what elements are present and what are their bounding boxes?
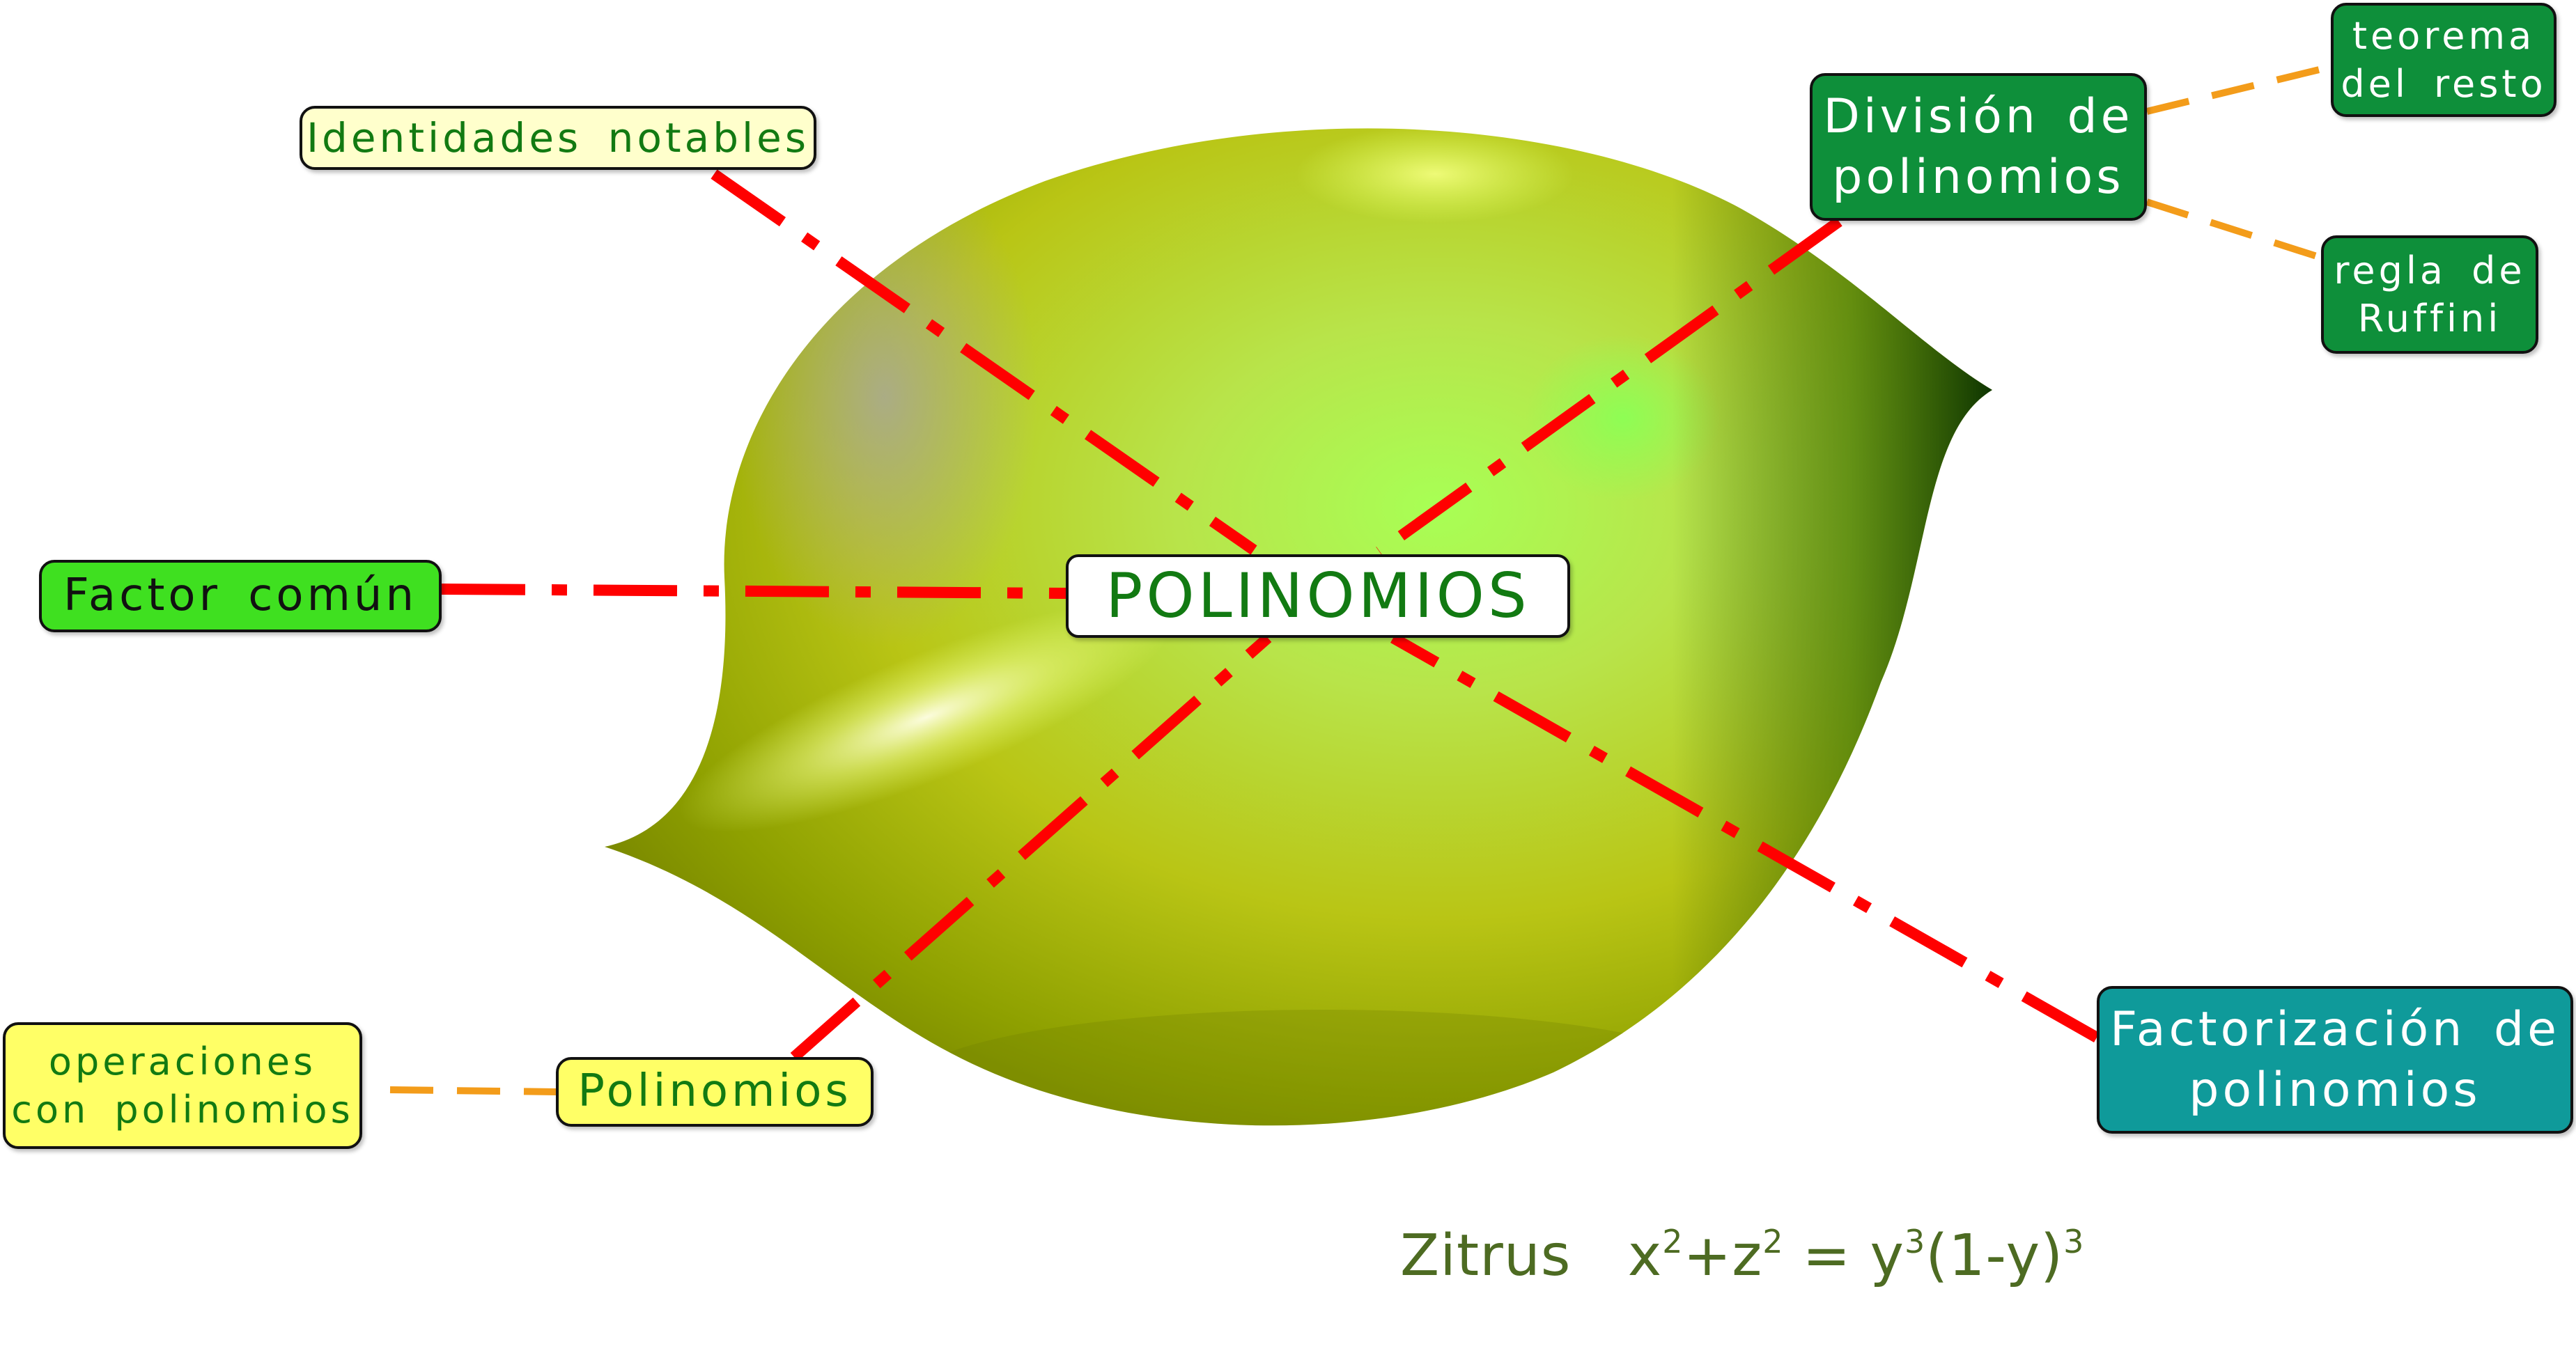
caption-paren: (1-y) xyxy=(1925,1223,2064,1289)
node-division-de-polinomios[interactable]: División de polinomios xyxy=(1810,73,2147,221)
connector-division xyxy=(1376,217,1842,556)
node-label: Identidades notables xyxy=(306,114,810,162)
node-regla-de-ruffini[interactable]: regla de Ruffini xyxy=(2321,235,2538,354)
connector-regla xyxy=(2146,198,2322,261)
node-label-line-1: regla de xyxy=(2334,248,2526,292)
connector-factorizacion xyxy=(1390,633,2100,1042)
node-label-line-2: polinomios xyxy=(2189,1063,2481,1118)
node-identidades-notables[interactable]: Identidades notables xyxy=(300,106,816,170)
node-label-line-2: con polinomios xyxy=(11,1088,354,1132)
node-label-line-2: Ruffini xyxy=(2357,297,2502,341)
caption-y-exponent: 3 xyxy=(1904,1223,1926,1260)
lemon-shape xyxy=(605,128,1992,1126)
central-topic-polinomios[interactable]: POLINOMIOS xyxy=(1066,554,1570,638)
caption-x-exponent: 2 xyxy=(1662,1223,1684,1260)
node-label-line-1: Factorización de xyxy=(2109,1001,2560,1057)
caption-z: z xyxy=(1732,1223,1763,1289)
node-label-line-1: División de xyxy=(1823,88,2134,144)
node-label-line-2: polinomios xyxy=(1832,150,2125,205)
caption-y: y xyxy=(1870,1223,1904,1289)
caption-paren-exponent: 3 xyxy=(2063,1223,2085,1260)
caption-equals: = xyxy=(1802,1223,1852,1289)
node-label: Polinomios xyxy=(577,1065,852,1118)
connector-identidades xyxy=(711,169,1257,555)
caption-plus: + xyxy=(1683,1223,1732,1289)
connector-polinomios xyxy=(790,634,1272,1061)
caption-name: Zitrus xyxy=(1400,1223,1572,1289)
central-topic-label: POLINOMIOS xyxy=(1105,559,1530,632)
node-teorema-del-resto[interactable]: teorema del resto xyxy=(2331,3,2556,117)
node-label: Factor común xyxy=(63,570,418,622)
node-label-line-1: operaciones xyxy=(48,1039,317,1084)
node-label-line-1: teorema xyxy=(2352,13,2536,58)
node-polinomios[interactable]: Polinomios xyxy=(556,1057,874,1127)
connector-factor xyxy=(441,584,1066,599)
connector-teorema xyxy=(2146,63,2332,115)
node-factor-comun[interactable]: Factor común xyxy=(39,560,442,632)
caption-z-exponent: 2 xyxy=(1762,1223,1784,1260)
node-operaciones-con-polinomios[interactable]: operaciones con polinomios xyxy=(3,1022,362,1149)
sub-connectors xyxy=(389,63,2332,1095)
connector-operaciones xyxy=(389,1086,557,1095)
node-factorizacion-de-polinomios[interactable]: Factorización de polinomios xyxy=(2097,986,2573,1134)
main-connectors xyxy=(441,169,2100,1061)
surface-equation-caption: Zitrus x2+z2 = y3(1-y)3 xyxy=(1400,1223,2084,1289)
node-label-line-2: del resto xyxy=(2341,62,2547,106)
caption-x: x xyxy=(1627,1223,1663,1289)
